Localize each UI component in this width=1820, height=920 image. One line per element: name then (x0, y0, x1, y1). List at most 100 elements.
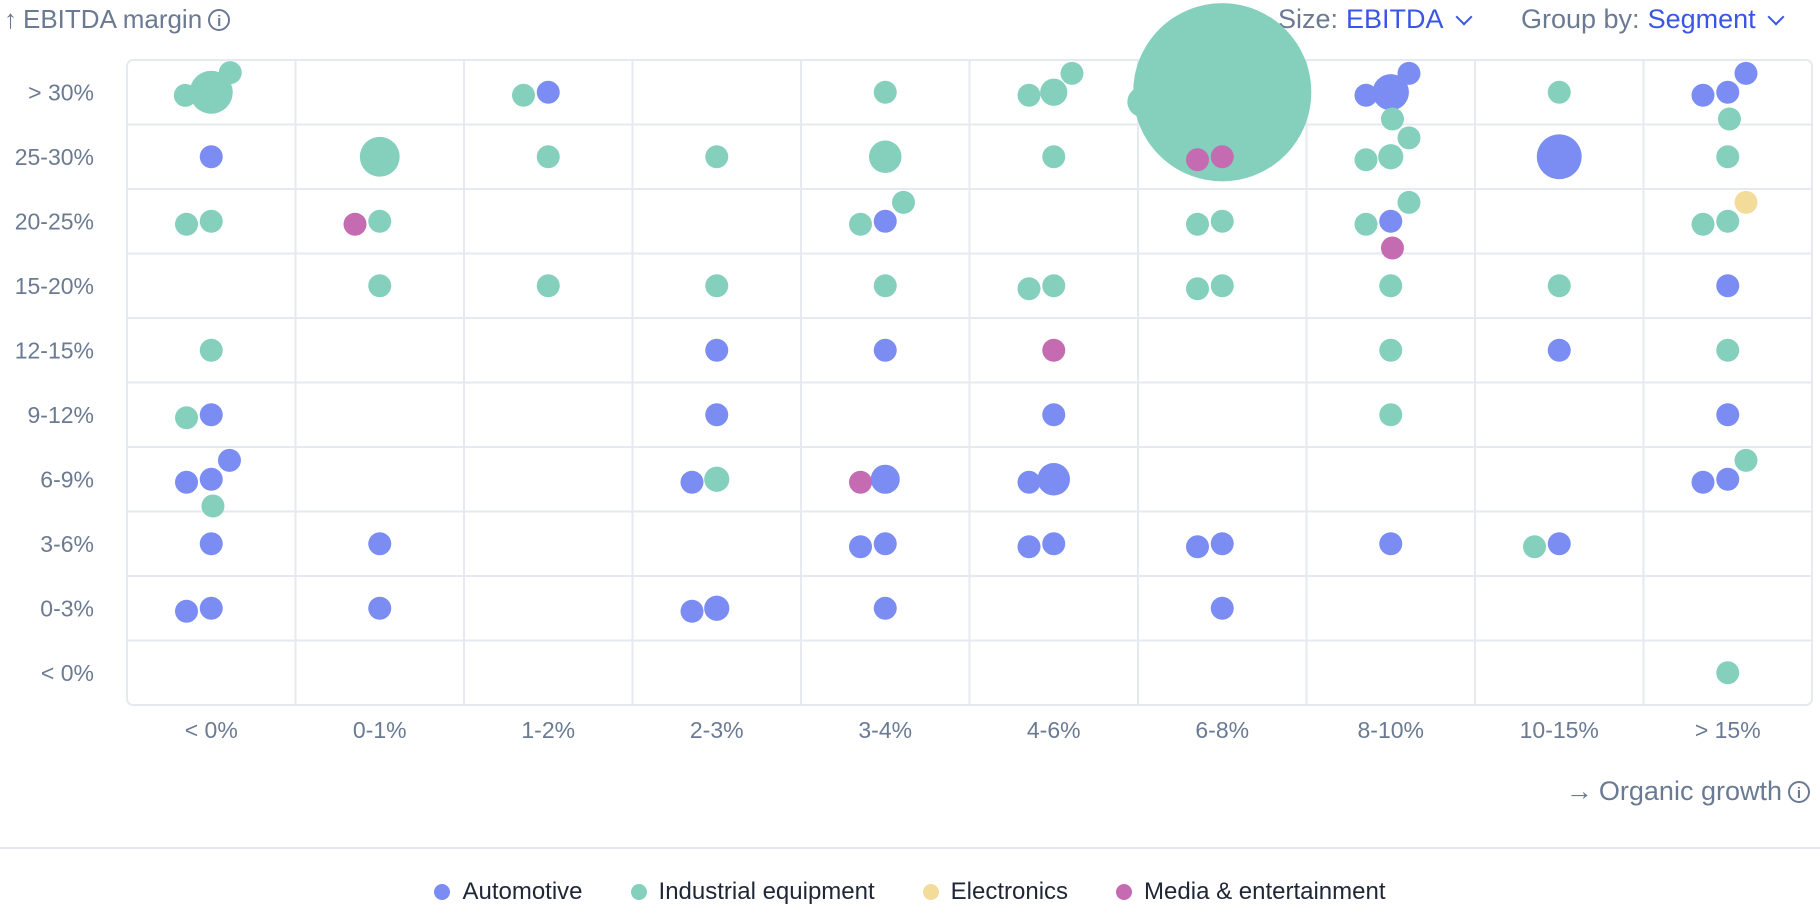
legend-dot-automotive (434, 884, 451, 900)
bubble-automotive (217, 448, 241, 472)
bubble-electronics (1734, 190, 1758, 214)
x-tick-label: 8-10% (1358, 717, 1424, 743)
legend-item-automotive[interactable]: Automotive (434, 878, 583, 906)
bubble-industrial-equipment (1042, 274, 1066, 298)
bubble-automotive (368, 532, 392, 556)
bubble-industrial-equipment (1354, 148, 1378, 172)
legend-item-media-entertainment[interactable]: Media & entertainment (1116, 878, 1386, 906)
bubble-automotive (1017, 535, 1041, 559)
bubble-media-entertainment (1380, 236, 1404, 260)
x-tick-label: 1-2% (521, 717, 575, 743)
info-icon[interactable]: i (1788, 780, 1810, 803)
bubble-automotive (1186, 535, 1210, 559)
y-tick-label: 9-12% (28, 402, 94, 428)
legend-dot-electronics (922, 884, 939, 900)
bubble-automotive (175, 599, 199, 623)
bubble-industrial-equipment (1379, 403, 1403, 427)
bubble-industrial-equipment (705, 145, 729, 169)
x-tick-label: 0-1% (353, 717, 407, 743)
x-tick-label: 6-8% (1195, 717, 1249, 743)
bubble-automotive (1397, 61, 1421, 85)
y-axis-title-label: EBITDA margin (23, 4, 203, 34)
legend-dot-media-entertainment (1116, 884, 1133, 900)
bubble-automotive (1716, 403, 1740, 427)
legend-label: Electronics (950, 878, 1069, 905)
bubble-automotive (199, 145, 223, 169)
bubble-industrial-equipment (1734, 448, 1758, 472)
bubble-media-entertainment (1042, 338, 1066, 362)
bubble-industrial-equipment (1716, 661, 1740, 685)
legend-label: Media & entertainment (1144, 878, 1386, 905)
bubble-industrial-equipment (368, 274, 392, 298)
group-by-dropdown[interactable]: Group by: Segment (1521, 4, 1788, 35)
y-tick-label: 6-9% (40, 466, 94, 492)
bubble-industrial-equipment (891, 190, 915, 214)
divider (0, 847, 1820, 849)
bubble-industrial-equipment (175, 406, 199, 430)
size-by-label: Size: (1278, 4, 1339, 34)
info-icon[interactable]: i (208, 8, 231, 31)
bubble-automotive (1017, 470, 1041, 494)
x-tick-label: 2-3% (690, 717, 744, 743)
bubble-industrial-equipment (1379, 274, 1403, 298)
bubble-automotive (1536, 134, 1582, 180)
x-tick-label: < 0% (185, 717, 238, 743)
bubble-industrial-equipment (1523, 535, 1547, 559)
bubble-industrial-equipment (1547, 274, 1571, 298)
bubble-chart: < 0% 0-1% 1-2% 2-3% 3-4% 4-6% 6-8% 8-10% 10-15% >… (15, 3, 1813, 743)
bubble-industrial-equipment (1397, 126, 1421, 150)
bubble-industrial-equipment (201, 494, 225, 518)
group-by-value: Segment (1647, 4, 1756, 34)
bubble-automotive (1716, 274, 1740, 298)
bubble-industrial-equipment (1040, 78, 1068, 106)
x-tick-label: 10-15% (1520, 717, 1599, 743)
legend-item-industrial-equipment[interactable]: Industrial equipment (630, 878, 875, 906)
bubble-industrial-equipment (1380, 107, 1404, 131)
bubble-industrial-equipment (536, 274, 560, 298)
y-tick-label: 25-30% (15, 144, 94, 170)
bubble-automotive (1379, 209, 1403, 233)
bubble-industrial-equipment (849, 212, 873, 236)
bubble-media-entertainment (1186, 148, 1210, 172)
size-by-dropdown[interactable]: Size: EBITDA (1278, 4, 1476, 35)
bubble-automotive (1042, 403, 1066, 427)
bubble-industrial-equipment (175, 212, 199, 236)
y-tick-label: > 30% (28, 79, 94, 105)
x-tick-label: 3-4% (858, 717, 912, 743)
y-axis-title: ↑ EBITDA margin i (4, 4, 231, 35)
bubble-automotive (1547, 338, 1571, 362)
bubble-industrial-equipment (1127, 86, 1159, 118)
bubble-automotive (1716, 80, 1740, 104)
legend-item-electronics[interactable]: Electronics (922, 878, 1069, 906)
y-tick-label: 0-3% (40, 595, 94, 621)
bubble-media-entertainment (343, 212, 367, 236)
bubble-automotive (1354, 83, 1378, 107)
bubble-automotive (536, 80, 560, 104)
bubble-automotive (680, 599, 704, 623)
arrow-right-icon: → (1565, 776, 1593, 806)
bubble-industrial-equipment (873, 274, 897, 298)
bubble-media-entertainment (1210, 145, 1234, 169)
legend: Automotive Industrial equipment Electron… (0, 878, 1820, 906)
bubble-industrial-equipment (1716, 145, 1740, 169)
bubble-automotive (1734, 61, 1758, 85)
bubble-industrial-equipment (873, 80, 897, 104)
bubble-automotive (1210, 596, 1234, 620)
bubble-industrial-equipment (1042, 145, 1066, 169)
bubble-industrial-equipment (359, 136, 400, 177)
bubble-industrial-equipment (1017, 83, 1041, 107)
bubble-industrial-equipment (1264, 25, 1288, 49)
bubble-automotive (849, 535, 873, 559)
bubble-automotive (199, 532, 223, 556)
x-tick-label: > 15% (1695, 717, 1761, 743)
bubble-automotive (199, 403, 223, 427)
bubble-automotive (175, 470, 199, 494)
bubble-automotive (368, 596, 392, 620)
x-tick-label: 4-6% (1027, 717, 1081, 743)
bubble-automotive (1037, 462, 1071, 496)
bubble-industrial-equipment (1716, 209, 1740, 233)
bubble-automotive (704, 595, 730, 621)
bubble-automotive (873, 532, 897, 556)
y-tick-label: 15-20% (15, 273, 94, 299)
arrow-up-icon: ↑ (4, 4, 17, 34)
